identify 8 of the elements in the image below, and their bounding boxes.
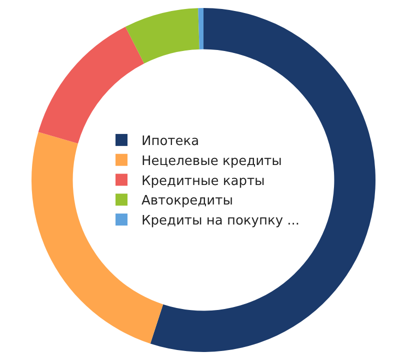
legend-label: Кредиты на покупку ... <box>142 214 300 229</box>
legend-label: Автокредиты <box>142 194 233 209</box>
legend-label: Ипотека <box>142 134 200 150</box>
legend-label: Кредитные карты <box>142 174 265 189</box>
donut-slice <box>125 8 200 64</box>
donut-slice <box>198 8 204 50</box>
legend-label: Нецелевые кредиты <box>142 154 282 169</box>
donut-slice <box>38 26 144 144</box>
